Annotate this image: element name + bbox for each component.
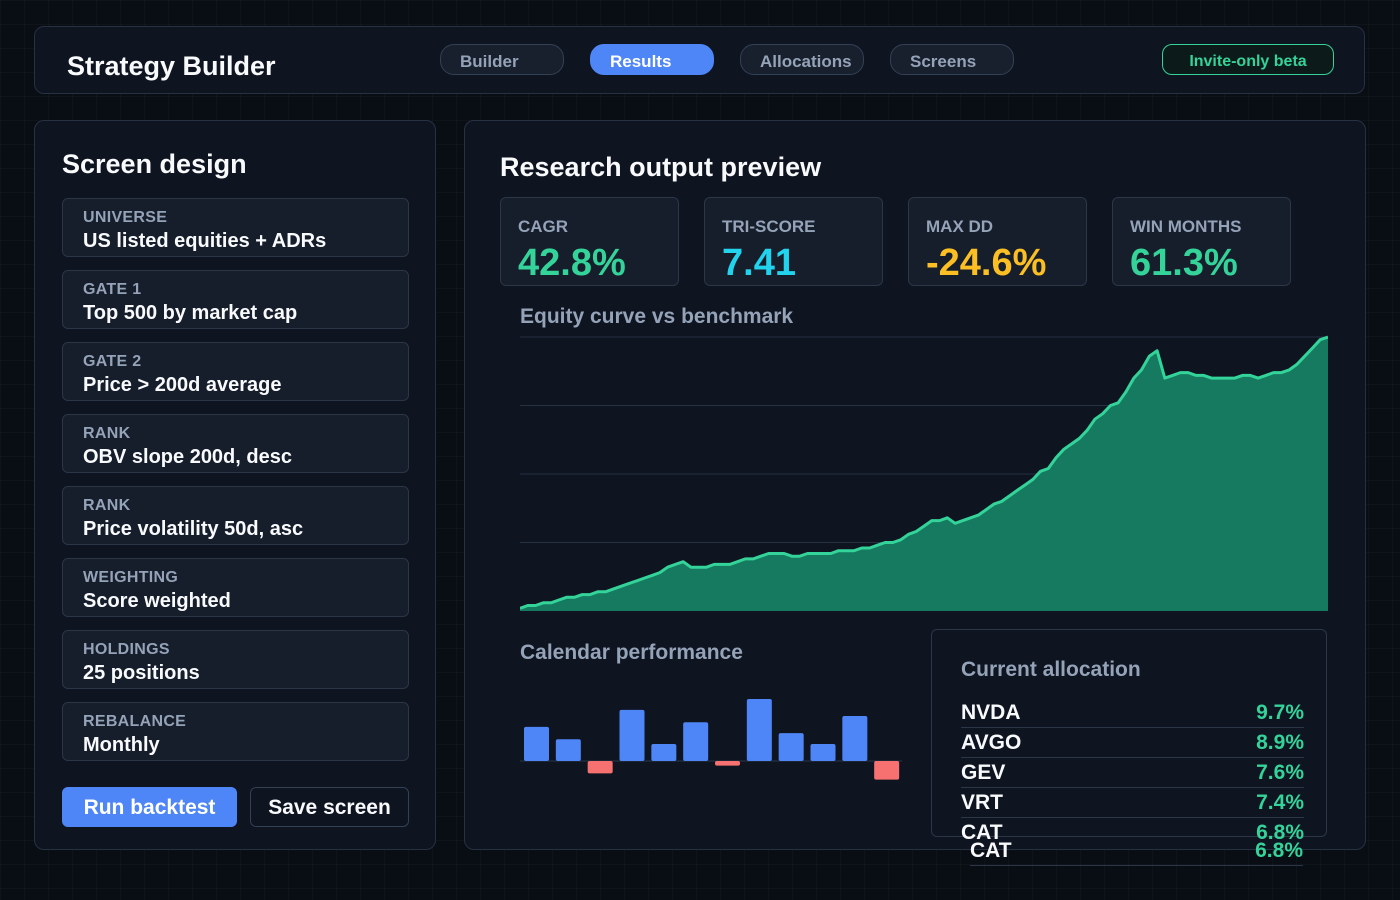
allocation-weight: 9.7%: [1256, 701, 1304, 724]
kpi-label: MAX DD: [926, 217, 994, 236]
allocation-weight: 6.8%: [1256, 821, 1304, 844]
field-rebalance[interactable]: REBALANCE Monthly: [62, 702, 409, 761]
equity-curve-chart: [520, 335, 1328, 611]
allocation-row: NVDA 9.7%: [961, 698, 1304, 728]
equity-area: [520, 337, 1328, 611]
allocation-row: CAT 6.8%: [961, 818, 1304, 848]
kpi-win-months: WIN MONTHS 61.3%: [1112, 197, 1291, 286]
results-title: Research output preview: [500, 152, 822, 182]
kpi-value: 42.8%: [518, 242, 626, 284]
field-label: GATE 1: [83, 281, 142, 298]
field-label: RANK: [83, 497, 131, 514]
field-rank-obv[interactable]: RANK OBV slope 200d, desc: [62, 414, 409, 473]
calendar-bar: [874, 761, 900, 780]
calendar-bar: [842, 716, 868, 761]
field-value: Price volatility 50d, asc: [83, 518, 304, 540]
kpi-label: TRI-SCORE: [722, 217, 816, 236]
top-bar: Strategy Builder Builder Results Allocat…: [34, 26, 1365, 94]
allocation-row: VRT 7.4%: [961, 788, 1304, 818]
calendar-bar: [810, 743, 836, 761]
field-universe[interactable]: UNIVERSE US listed equities + ADRs: [62, 198, 409, 257]
allocation-title: Current allocation: [961, 658, 1141, 681]
calendar-bar: [746, 699, 772, 761]
kpi-max-dd: MAX DD -24.6%: [908, 197, 1087, 286]
allocation-ticker: AVGO: [961, 731, 1022, 754]
tab-results[interactable]: Results: [590, 44, 714, 75]
results-panel: Research output preview CAGR 42.8% TRI-S…: [464, 120, 1366, 850]
field-label: RANK: [83, 425, 131, 442]
allocation-ticker: NVDA: [961, 701, 1021, 724]
equity-line: [520, 335, 1328, 610]
allocation-row: GEV 7.6%: [961, 758, 1304, 788]
equity-curve-title: Equity curve vs benchmark: [520, 305, 794, 328]
calendar-bar: [651, 743, 677, 761]
tab-builder[interactable]: Builder: [440, 44, 564, 75]
field-label: GATE 2: [83, 353, 142, 370]
allocation-overflow-row: CAT 6.8%: [970, 836, 1303, 866]
calendar-bar: [683, 722, 709, 761]
app-title: Strategy Builder: [67, 51, 276, 81]
save-screen-button[interactable]: Save screen: [250, 787, 409, 827]
current-allocation-card: Current allocation NVDA 9.7% AVGO 8.9% G…: [931, 629, 1327, 844]
kpi-tri-score: TRI-SCORE 7.41: [704, 197, 883, 286]
field-gate-1[interactable]: GATE 1 Top 500 by market cap: [62, 270, 409, 329]
field-value: Top 500 by market cap: [83, 302, 298, 324]
field-gate-2[interactable]: GATE 2 Price > 200d average: [62, 342, 409, 401]
tab-allocations[interactable]: Allocations: [740, 44, 864, 75]
kpi-value: 61.3%: [1130, 242, 1238, 284]
field-value: Monthly: [83, 734, 160, 756]
field-value: US listed equities + ADRs: [83, 230, 327, 252]
allocation-weight: 8.9%: [1256, 731, 1304, 754]
kpi-value: 7.41: [722, 242, 796, 284]
calendar-bar: [778, 733, 804, 761]
field-label: WEIGHTING: [83, 569, 179, 586]
allocation-weight: 6.8%: [1255, 839, 1303, 862]
kpi-value: -24.6%: [926, 242, 1047, 284]
kpi-label: WIN MONTHS: [1130, 217, 1242, 236]
kpi-cagr: CAGR 42.8%: [500, 197, 679, 286]
allocation-ticker: GEV: [961, 761, 1006, 784]
panel-title: Screen design: [62, 149, 247, 179]
screen-design-panel: Screen design UNIVERSE US listed equitie…: [34, 120, 436, 850]
calendar-bar: [555, 739, 581, 761]
run-backtest-button[interactable]: Run backtest: [62, 787, 237, 827]
field-value: 25 positions: [83, 662, 200, 684]
beta-badge: Invite-only beta: [1162, 44, 1334, 75]
calendar-bar: [715, 761, 740, 766]
kpi-label: CAGR: [518, 217, 569, 236]
calendar-bar: [524, 726, 549, 761]
calendar-performance-title: Calendar performance: [520, 641, 743, 664]
field-label: UNIVERSE: [83, 209, 168, 226]
field-rank-volatility[interactable]: RANK Price volatility 50d, asc: [62, 486, 409, 545]
field-label: REBALANCE: [83, 713, 187, 730]
calendar-performance-chart: [520, 699, 902, 780]
field-value: Score weighted: [83, 590, 231, 612]
field-weighting[interactable]: WEIGHTING Score weighted: [62, 558, 409, 617]
allocation-ticker: CAT: [970, 839, 1012, 862]
allocation-ticker: CAT: [961, 821, 1003, 844]
calendar-bar: [619, 709, 645, 761]
allocation-weight: 7.4%: [1256, 791, 1304, 814]
calendar-bar: [587, 761, 613, 774]
allocation-ticker: VRT: [961, 791, 1003, 814]
allocation-weight: 7.6%: [1256, 761, 1304, 784]
field-value: Price > 200d average: [83, 374, 282, 396]
tab-screens[interactable]: Screens: [890, 44, 1014, 75]
field-holdings[interactable]: HOLDINGS 25 positions: [62, 630, 409, 689]
allocation-row: AVGO 8.9%: [961, 728, 1304, 758]
field-label: HOLDINGS: [83, 641, 170, 658]
field-value: OBV slope 200d, desc: [83, 446, 292, 468]
